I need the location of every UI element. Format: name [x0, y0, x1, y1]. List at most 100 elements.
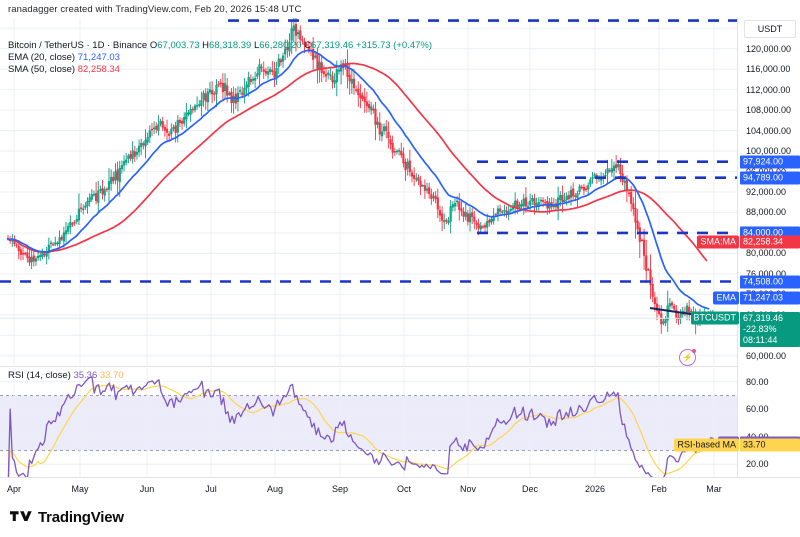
time-tick-label: 2026: [584, 484, 606, 494]
candle-body: [32, 255, 35, 262]
candle-body: [232, 95, 235, 103]
rsi-ma-tag[interactable]: 33.70: [740, 438, 800, 452]
candle-body: [402, 153, 405, 164]
price-legend[interactable]: Bitcoin / TetherUS · 1D · Binance O67,00…: [8, 40, 432, 51]
rsi-pane[interactable]: [0, 368, 737, 478]
candle-body: [90, 194, 93, 200]
rsi-ma-tag-name[interactable]: RSI-based MA: [674, 438, 739, 452]
candle-body: [206, 91, 209, 103]
time-tick-label: Dec: [521, 484, 539, 494]
candle-body: [662, 321, 665, 324]
last-price-change: -22.83%: [743, 324, 777, 335]
candle-body: [670, 302, 674, 306]
candle-body: [327, 72, 330, 75]
candle-body: [608, 169, 611, 172]
candle-body: [99, 189, 102, 191]
candle-body: [492, 215, 495, 222]
candle-body: [168, 133, 171, 136]
candle-body: [400, 150, 403, 156]
candle-body: [582, 186, 586, 191]
candle-body: [569, 189, 573, 198]
time-tick-label: Mar: [706, 484, 722, 494]
candle-body: [501, 211, 504, 213]
candle-body: [26, 252, 29, 258]
candle-body: [215, 85, 218, 95]
rsi-legend[interactable]: RSI (14, close) 35.36 33.70: [8, 370, 124, 381]
candle-body: [563, 199, 566, 202]
btcusdt-last-price[interactable]: 67,319.46 -22.83% 08:11:44: [740, 312, 800, 348]
candle-body: [503, 209, 506, 212]
legend-open-value: 67,003.73: [157, 40, 200, 51]
candle-body: [264, 70, 267, 74]
btcusdt-ticker-tag[interactable]: BTCUSDT: [690, 311, 739, 325]
candle-body: [587, 185, 590, 190]
candle-body: [535, 203, 538, 206]
price-tick-label: 116,000.00: [746, 64, 791, 75]
candle-body: [95, 193, 98, 201]
candle-body: [479, 225, 482, 230]
candle-body: [458, 201, 461, 210]
candle-body: [329, 74, 332, 76]
candle-body: [516, 200, 519, 208]
candle-body: [82, 208, 85, 211]
rsi-ma-legend-value: 33.70: [99, 370, 124, 381]
candle-body: [226, 85, 229, 96]
price-axis[interactable]: USDT 120,000.00 116,000.00 112,000.00 108,0…: [674, 18, 800, 478]
candle-body: [462, 211, 465, 217]
candle-body: [337, 69, 341, 72]
candle-body: [526, 206, 530, 208]
candle-body: [584, 188, 588, 191]
candle-body: [438, 210, 442, 216]
candle-body: [578, 186, 581, 192]
candle-body: [122, 161, 126, 166]
candle-body: [320, 62, 323, 73]
rsi-tick-label: 80.00: [746, 376, 769, 387]
candle-body: [475, 222, 478, 225]
candle-body: [43, 253, 46, 256]
last-price-countdown: 08:11:44: [743, 335, 778, 346]
support-74508[interactable]: 74,508.00: [740, 275, 800, 289]
ema-price[interactable]: 71,247.03: [740, 291, 800, 305]
price-pane[interactable]: [0, 18, 737, 366]
candle-body: [425, 188, 429, 191]
candle-body: [640, 239, 644, 242]
candlestick-series: [6, 18, 717, 335]
candle-body: [30, 257, 33, 263]
candle-body: [279, 59, 283, 63]
sma-ma-tag[interactable]: SMA:MA: [697, 235, 739, 249]
candle-body: [415, 178, 418, 180]
candle-body: [436, 197, 439, 210]
candle-body: [39, 255, 42, 258]
candle-body: [54, 242, 57, 245]
candle-body: [84, 205, 87, 208]
candle-body: [374, 108, 377, 125]
ema-tag[interactable]: EMA: [713, 291, 739, 305]
ema-legend[interactable]: EMA (20, close) 71,247.03: [8, 52, 120, 63]
candle-body: [142, 143, 145, 146]
sma-price[interactable]: 82,258.34: [740, 235, 800, 249]
resistance-97924[interactable]: 97,924.00: [740, 155, 800, 169]
candle-body: [277, 58, 280, 67]
legend-symbol[interactable]: Bitcoin / TetherUS · 1D · Binance: [8, 40, 148, 51]
candle-body: [466, 213, 469, 222]
candle-body: [557, 197, 560, 209]
candle-body: [445, 219, 448, 222]
candle-body: [73, 222, 76, 224]
legend-high-label: H: [202, 40, 210, 51]
candle-body: [537, 202, 540, 205]
candle-body: [367, 103, 371, 109]
ai-assistant-icon[interactable]: ⚡: [679, 349, 696, 366]
legend-high-value: 68,318.39: [209, 40, 252, 51]
candle-body: [488, 219, 491, 223]
sma-legend-value: 82,258.34: [77, 64, 120, 75]
tradingview-logo[interactable]: TradingView: [10, 509, 124, 526]
candle-body: [86, 201, 89, 207]
rsi-tick-label: 20.00: [746, 459, 769, 470]
candle-body: [593, 174, 596, 177]
resistance-94789[interactable]: 94,789.00: [740, 171, 800, 185]
candle-body: [71, 223, 74, 225]
sma-legend[interactable]: SMA (50, close) 82,258.34: [8, 64, 120, 75]
time-axis[interactable]: Apr May Jun Jul Aug Sep Oct Nov Dec 2026 Feb Mar: [0, 477, 800, 500]
candle-body: [589, 179, 592, 185]
candle-body: [453, 203, 457, 207]
